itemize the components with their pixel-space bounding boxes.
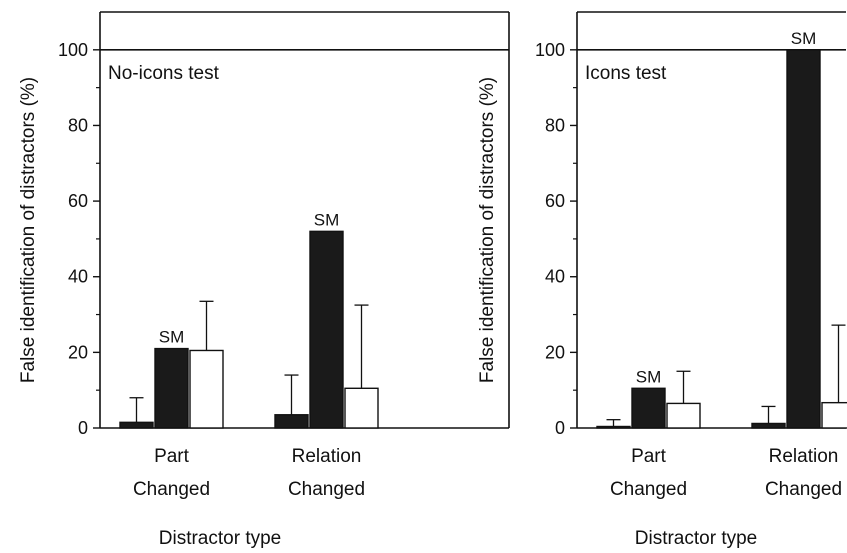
y-axis-label: False identification of distractors (%): [18, 77, 39, 383]
x-axis-label: Distractor type: [635, 528, 757, 549]
bar: [154, 347, 189, 429]
x-tick-label: Changed: [610, 479, 687, 500]
bar: [596, 425, 631, 429]
x-tick-label: Relation: [292, 446, 362, 467]
x-tick-label: Part: [154, 446, 190, 467]
x-tick-label: Relation: [769, 446, 839, 467]
x-tick-label: Changed: [765, 479, 842, 500]
chart-panel: 0 20 40 60 80 100 False identification of dist…: [477, 11, 847, 549]
x-tick-label: Changed: [133, 479, 210, 500]
bar: [666, 402, 701, 429]
bar: [189, 349, 224, 429]
bar: [821, 401, 847, 429]
y-axis-label: False identification of distractors (%): [477, 77, 498, 383]
bar: [344, 387, 379, 429]
bar-annotation: SM: [314, 210, 340, 229]
y-tick-label: 100: [58, 40, 88, 60]
bar: [274, 414, 309, 429]
y-tick-label: 80: [68, 115, 88, 135]
bar-annotation: SM: [636, 367, 662, 386]
y-tick-label: 40: [68, 267, 88, 287]
panel-label: No-icons test: [108, 63, 220, 84]
y-tick-label: 0: [78, 418, 88, 438]
x-tick-label: Part: [631, 446, 667, 467]
y-tick-label: 40: [545, 267, 565, 287]
y-tick-label: 100: [535, 40, 565, 60]
bar-annotation: SM: [159, 328, 185, 347]
bar-annotation: SM: [791, 29, 817, 48]
chart-panel: 0 20 40 60 80 100 False identification of dist…: [18, 11, 510, 549]
bar: [751, 422, 786, 429]
y-tick-label: 80: [545, 115, 565, 135]
y-tick-label: 20: [68, 342, 88, 362]
x-axis-label: Distractor type: [159, 528, 281, 549]
y-tick-label: 60: [545, 191, 565, 211]
y-tick-label: 20: [545, 342, 565, 362]
panel-label: Icons test: [585, 63, 667, 84]
y-tick-label: 0: [555, 418, 565, 438]
bar: [119, 421, 154, 429]
bar: [631, 387, 666, 429]
x-tick-label: Changed: [288, 479, 365, 500]
bar: [309, 230, 344, 429]
y-tick-label: 60: [68, 191, 88, 211]
bar: [786, 49, 821, 429]
